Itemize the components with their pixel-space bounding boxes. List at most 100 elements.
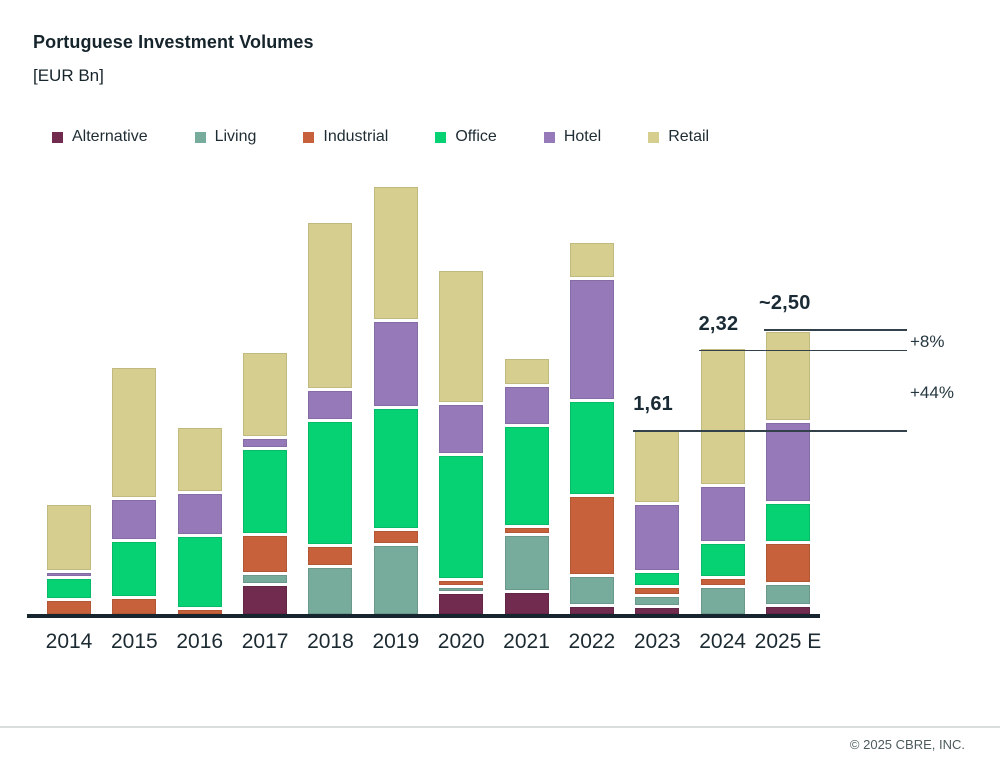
bar-segment-office [243, 447, 288, 533]
legend: Alternative Living Industrial Office Hotel Re… [52, 128, 709, 146]
bar-segment-industrial [308, 544, 353, 565]
bar-2021 [504, 359, 549, 614]
legend-label: Office [455, 128, 497, 145]
bar-2014 [47, 505, 91, 614]
bar-2015 [112, 368, 157, 614]
bar-segment-hotel [373, 319, 418, 406]
legend-label: Alternative [72, 128, 148, 145]
bar-segment-industrial [700, 576, 745, 585]
hotel-legend-swatch [543, 131, 555, 143]
bar-2019 [373, 187, 418, 614]
annotation-line-2024 [698, 349, 907, 352]
bar-segment-industrial [243, 533, 288, 572]
retail-legend-swatch [648, 131, 660, 143]
x-axis-label: 2020 [437, 630, 485, 653]
legend-item-alternative: Alternative [52, 128, 148, 146]
x-axis-label: 2023 [633, 630, 681, 653]
bar-segment-retail [373, 187, 418, 319]
x-axis-label: 2022 [568, 630, 616, 653]
bar-2020 [439, 271, 484, 614]
bar-segment-office [635, 570, 680, 585]
total-label-2024: 2,32 [698, 312, 739, 335]
bar-segment-living [308, 565, 353, 614]
bar-segment-living [635, 594, 680, 605]
legend-item-retail: Retail [648, 128, 709, 146]
bar-segment-living [504, 533, 549, 590]
bar-segment-hotel [243, 436, 288, 447]
bar-segment-living [243, 572, 288, 583]
bar-segment-alternative [635, 605, 680, 614]
bar-segment-retail [47, 505, 91, 570]
x-axis-label: 2014 [45, 630, 93, 653]
bar-segment-retail [243, 353, 288, 436]
bar-segment-hotel [112, 497, 157, 539]
industrial-legend-swatch [303, 131, 315, 143]
bar-segment-retail [112, 368, 157, 497]
bar-segment-living [569, 574, 614, 604]
bar-segment-retail [700, 349, 745, 484]
bar-segment-office [439, 453, 484, 578]
x-axis-label: 2016 [176, 630, 224, 653]
bar-segment-industrial [439, 578, 484, 585]
bar-segment-industrial [504, 525, 549, 533]
bar-segment-retail [177, 428, 222, 491]
bar-segment-retail [308, 223, 353, 388]
page-title: Portuguese Investment Volumes [33, 32, 314, 52]
x-axis-label: 2018 [307, 630, 354, 653]
bar-segment-industrial [373, 528, 418, 543]
bar-segment-hotel [569, 277, 614, 399]
bar-2023 [635, 431, 680, 614]
bar-segment-alternative [439, 591, 484, 614]
bar-segment-living [373, 543, 418, 614]
x-axis-label: 2019 [372, 630, 420, 653]
growth-label-8pct: +8% [910, 332, 945, 352]
bar-segment-industrial [765, 541, 810, 582]
bar-segment-hotel [765, 420, 810, 501]
bar-segment-office [177, 534, 222, 607]
bar-segment-industrial [177, 607, 222, 614]
bar-segment-office [765, 501, 810, 541]
bar-segment-retail [504, 359, 549, 384]
bar-2017 [243, 353, 288, 614]
legend-item-office: Office [435, 128, 497, 146]
bar-segment-living [765, 582, 810, 604]
bar-segment-hotel [47, 570, 91, 576]
legend-item-industrial: Industrial [303, 128, 388, 146]
bar-2018 [308, 223, 353, 614]
x-axis-label: 2024 [699, 630, 746, 653]
legend-label: Hotel [563, 128, 602, 145]
bar-segment-industrial [569, 494, 614, 574]
page-subtitle: [EUR Bn] [33, 66, 104, 85]
bar-segment-hotel [700, 484, 745, 541]
bar-segment-hotel [308, 388, 353, 419]
bar-segment-hotel [177, 491, 222, 534]
legend-label: Industrial [323, 128, 389, 145]
living-legend-swatch [194, 131, 206, 143]
alternative-legend-swatch [52, 131, 63, 143]
bar-segment-alternative [765, 604, 810, 614]
bar-segment-office [700, 541, 745, 576]
x-axis-line [27, 614, 820, 618]
bar-2016 [177, 428, 222, 614]
bar-segment-alternative [243, 583, 288, 614]
bar-segment-retail [569, 243, 614, 277]
x-axis-label: 2017 [241, 630, 289, 653]
bar-segment-office [569, 399, 614, 494]
total-label-2023: 1,61 [633, 393, 673, 416]
bar-segment-living [700, 585, 745, 614]
bar-segment-office [308, 419, 353, 544]
bar-segment-industrial [47, 598, 91, 614]
bar-segment-retail [635, 431, 680, 502]
legend-label: Retail [668, 128, 710, 145]
bar-segment-industrial [635, 585, 680, 594]
bar-segment-office [373, 406, 418, 528]
legend-item-hotel: Hotel [543, 128, 602, 146]
bar-segment-hotel [439, 402, 484, 453]
bar-2022 [569, 243, 614, 614]
x-axis-label: 2021 [503, 630, 550, 653]
footer-copyright: © 2025 CBRE, INC. [849, 737, 965, 752]
bar-2025-e [765, 332, 810, 614]
bar-segment-retail [765, 332, 810, 420]
footer-divider [0, 726, 1000, 728]
